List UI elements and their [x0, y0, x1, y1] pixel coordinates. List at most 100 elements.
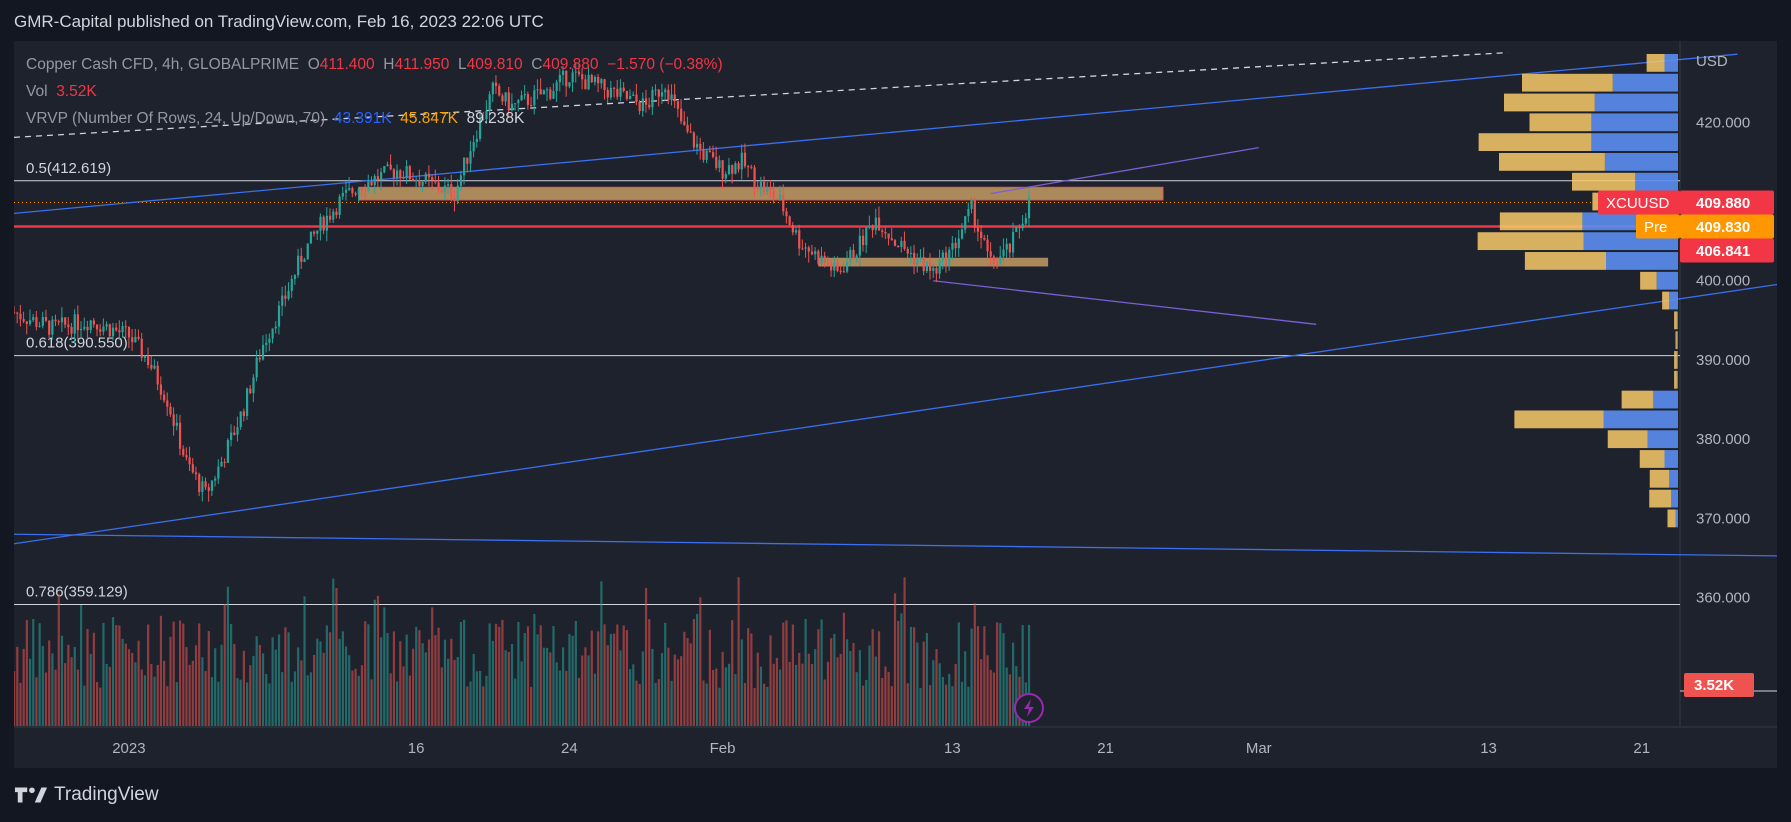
candle-body	[1015, 227, 1018, 232]
candle-body	[491, 82, 494, 95]
candle-body	[204, 481, 207, 488]
candle-body	[571, 72, 574, 83]
volume-profile-up-bar	[1594, 93, 1678, 112]
candle-body	[293, 275, 297, 280]
volume-bar	[1011, 642, 1015, 726]
candle-body	[839, 270, 842, 272]
volume-bar	[584, 647, 587, 726]
candle-body	[689, 131, 692, 133]
candle-body	[826, 262, 830, 265]
volume-profile-down-bar	[1529, 113, 1592, 132]
candle-body	[932, 267, 935, 271]
volume-bar	[1002, 633, 1005, 726]
fib-level-label: 0.5(412.619)	[26, 160, 111, 177]
candle-body	[70, 326, 73, 334]
trendline-2	[14, 53, 1738, 215]
volume-bar	[680, 656, 683, 726]
candle-body	[22, 319, 25, 322]
volume-bar	[980, 659, 983, 726]
volume-profile-down-bar	[1572, 172, 1636, 191]
time-tick-label: Feb	[710, 740, 736, 757]
candle-body	[683, 121, 686, 125]
volume-bar	[798, 652, 801, 726]
volume-bar	[881, 678, 884, 726]
volume-bar	[328, 632, 332, 726]
chart-frame[interactable]: 0.5(412.619) 0.618(390.550) 0.786(359.129)…	[14, 41, 1777, 768]
publisher-header: GMR-Capital published on TradingView.com…	[0, 0, 1791, 42]
volume-profile-up-bar	[1676, 370, 1678, 389]
volume-profile-down-bar	[1477, 232, 1584, 251]
candle-body	[396, 170, 399, 179]
volume-bar	[242, 650, 245, 726]
price-badge-value: 409.830	[1696, 219, 1750, 236]
candle-body	[348, 188, 351, 190]
volume-bar	[303, 596, 306, 726]
volume-bar	[478, 670, 482, 726]
volume-bar	[316, 638, 319, 726]
volume-bar	[622, 625, 625, 726]
volume-bar	[115, 625, 118, 726]
volume-profile-up-bar	[1653, 390, 1678, 409]
volume-bar	[616, 624, 619, 726]
candle-body	[48, 320, 51, 335]
volume-bar	[472, 653, 475, 726]
volume-bar	[35, 677, 38, 726]
candle-body	[976, 227, 980, 232]
volume-profile-up-bar	[1606, 252, 1678, 270]
time-tick-label: 21	[1097, 740, 1114, 757]
candle-body	[268, 338, 271, 343]
volume-bar	[935, 648, 938, 726]
volume-bar	[214, 648, 217, 726]
candle-body	[242, 411, 245, 416]
candle-body	[156, 365, 159, 385]
candle-body	[766, 186, 769, 193]
price-chart[interactable]: 0.5(412.619) 0.618(390.550) 0.786(359.129)…	[14, 41, 1777, 768]
volume-bar	[178, 620, 182, 726]
volume-bar	[810, 663, 814, 726]
candle-body	[696, 143, 699, 148]
candle-body	[625, 90, 628, 99]
candle-body	[801, 248, 804, 250]
volume-bar	[737, 577, 740, 726]
volume-bar	[996, 622, 999, 726]
volume-bar	[290, 681, 293, 726]
volume-profile-down-bar	[1667, 509, 1676, 528]
volume-bar	[207, 631, 210, 726]
candle-body	[351, 188, 354, 194]
volume-bar	[721, 651, 724, 726]
candle-body	[743, 152, 747, 167]
volume-bar	[858, 650, 861, 726]
volume-bar	[967, 686, 970, 726]
volume-bar	[973, 603, 976, 726]
volume-bar	[686, 638, 689, 726]
legend-low: 409.810	[466, 56, 523, 73]
candle-body	[95, 324, 99, 330]
volume-bar	[434, 635, 437, 726]
volume-profile-up-bar	[1591, 133, 1678, 152]
volume-profile-up-bar	[1669, 469, 1678, 488]
volume-bar	[188, 664, 191, 726]
candle-body	[609, 87, 613, 98]
candle-body	[1021, 223, 1024, 229]
time-tick-label: 13	[1480, 740, 1497, 757]
candle-body	[424, 173, 427, 182]
candle-body	[437, 182, 440, 190]
candle-body	[16, 312, 19, 314]
legend-vrvp-row: VRVP (Number Of Rows, 24, Up/Down, 70) 4…	[26, 105, 723, 132]
legend-vol-row: Vol 3.52K	[26, 78, 723, 105]
volume-profile-down-bar	[1646, 53, 1665, 72]
volume-bar	[887, 671, 890, 726]
candle-body	[35, 317, 38, 327]
legend-vrvp-up: 43.391K	[333, 110, 392, 127]
volume-bar	[373, 599, 376, 726]
candle-body	[747, 166, 750, 168]
candle-body	[1005, 243, 1008, 250]
volume-bar	[692, 619, 696, 726]
volume-bar	[163, 660, 166, 726]
candle-body	[922, 257, 925, 272]
legend-change: −1.570 (−0.38%)	[607, 56, 723, 73]
volume-bar	[48, 640, 51, 726]
volume-bar	[536, 634, 539, 726]
volume-bar	[344, 646, 348, 726]
volume-bar	[255, 636, 258, 726]
